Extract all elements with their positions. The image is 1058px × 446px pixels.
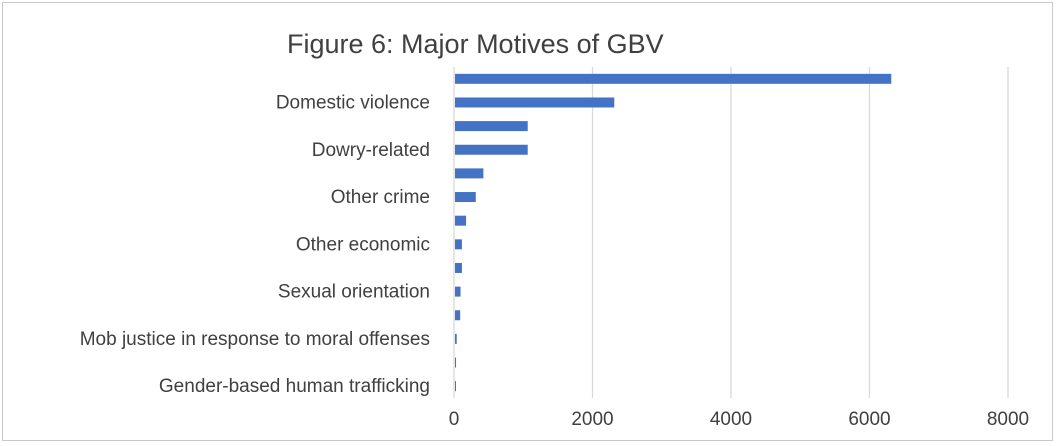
bar bbox=[455, 192, 476, 203]
category-label: Mob justice in response to moral offense… bbox=[80, 329, 430, 350]
category-label: Sexual orientation bbox=[278, 282, 430, 303]
category-label: Domestic violence bbox=[276, 92, 430, 113]
x-tick-label: 4000 bbox=[710, 409, 752, 430]
x-tick-label: 2000 bbox=[571, 409, 613, 430]
category-label: Other economic bbox=[296, 234, 430, 255]
gridlines bbox=[453, 67, 1009, 398]
x-tick-label: 8000 bbox=[987, 409, 1029, 430]
category-label: Gender-based human trafficking bbox=[159, 376, 430, 397]
bar bbox=[455, 73, 892, 84]
bar bbox=[455, 310, 461, 321]
bar bbox=[455, 215, 467, 226]
category-label: Dowry-related bbox=[312, 140, 430, 161]
bar bbox=[455, 144, 528, 155]
bar bbox=[455, 97, 615, 108]
bar bbox=[455, 121, 528, 132]
bar bbox=[455, 333, 457, 344]
bar bbox=[455, 168, 484, 179]
bar bbox=[455, 286, 461, 297]
x-tick-label: 0 bbox=[449, 409, 460, 430]
chart-title: Figure 6: Major Motives of GBV bbox=[287, 29, 664, 59]
bar bbox=[455, 381, 456, 392]
bar bbox=[455, 262, 462, 273]
bar bbox=[455, 357, 457, 368]
category-label: Other crime bbox=[331, 187, 430, 208]
bars bbox=[455, 73, 892, 392]
bar bbox=[455, 239, 462, 250]
x-axis-tick-labels: 0 2000 4000 6000 8000 bbox=[449, 409, 1029, 430]
category-labels: Domestic violence Dowry-related Other crim… bbox=[80, 92, 430, 397]
x-tick-label: 6000 bbox=[848, 409, 890, 430]
